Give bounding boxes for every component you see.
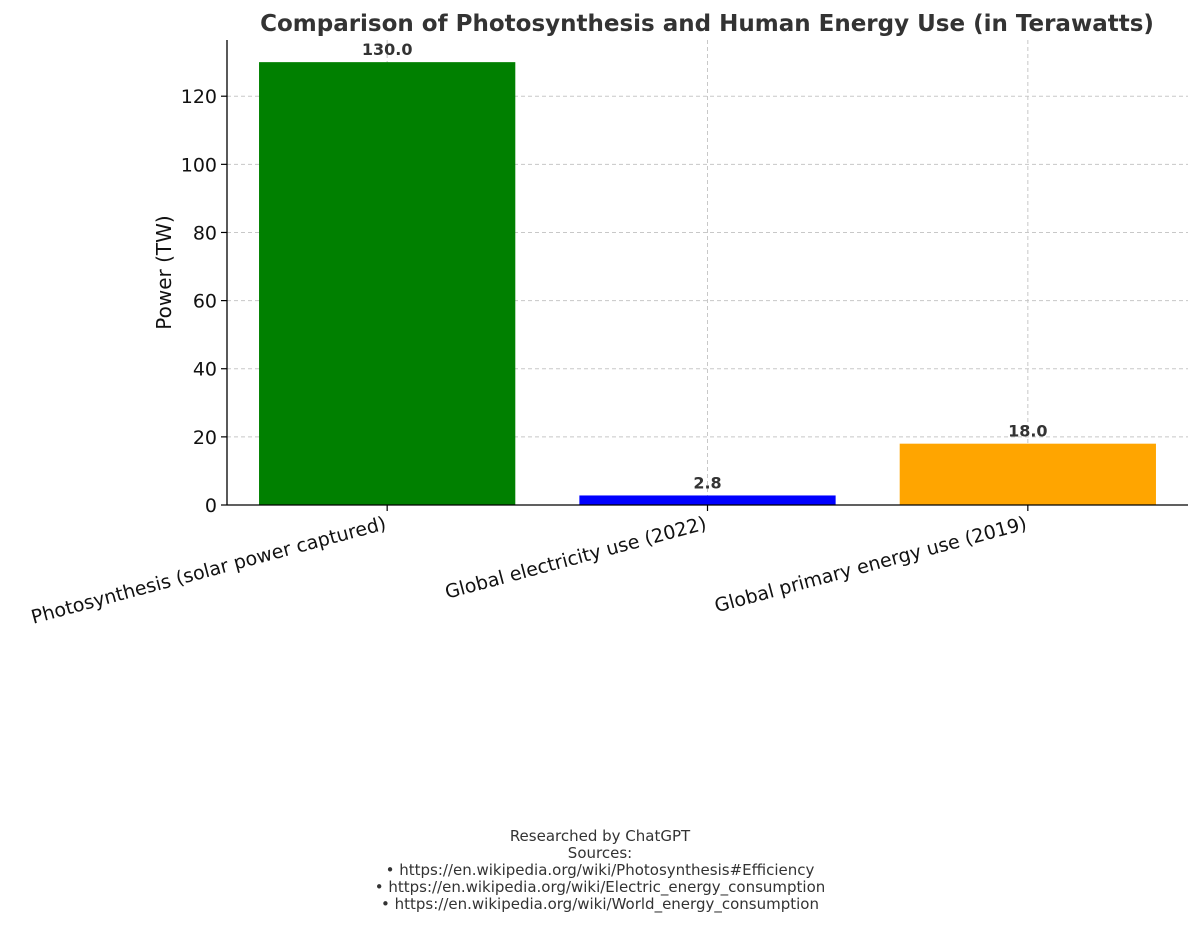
source-link[interactable]: • https://en.wikipedia.org/wiki/Photosyn… [385,861,815,879]
data-label: 18.0 [1008,422,1047,441]
bar [899,443,1156,505]
chart-title: Comparison of Photosynthesis and Human E… [260,11,1154,37]
researched-by-text: Researched by ChatGPT [509,827,691,845]
y-axis-label: Power (TW) [152,215,176,329]
bar [259,62,516,506]
footer-credits: Researched by ChatGPT Sources: • https:/… [0,828,1200,913]
y-tick-label: 40 [193,359,217,381]
bar [579,495,836,505]
y-tick-label: 120 [181,86,217,108]
source-link[interactable]: • https://en.wikipedia.org/wiki/World_en… [381,895,819,913]
x-tick-label: Global electricity use (2022) [443,513,709,604]
y-tick-label: 60 [193,291,217,313]
data-label: 2.8 [693,473,721,492]
bars [259,62,1156,506]
x-tick-label: Global primary energy use (2019) [712,513,1029,618]
y-tick-label: 0 [205,495,217,517]
x-tick-label: Photosynthesis (solar power captured) [29,513,389,629]
sources-label: Sources: [567,844,633,862]
x-ticks: Photosynthesis (solar power captured) Glo… [29,505,1029,629]
data-label: 130.0 [362,40,413,59]
y-tick-label: 100 [181,154,217,176]
y-tick-label: 20 [193,427,217,449]
bar-chart: Comparison of Photosynthesis and Human E… [29,11,1188,629]
y-ticks: 0 20 40 60 80 100 120 [181,86,227,517]
source-link[interactable]: • https://en.wikipedia.org/wiki/Electric… [374,878,826,896]
data-labels: 130.0 2.8 18.0 [362,40,1048,492]
y-tick-label: 80 [193,222,217,244]
